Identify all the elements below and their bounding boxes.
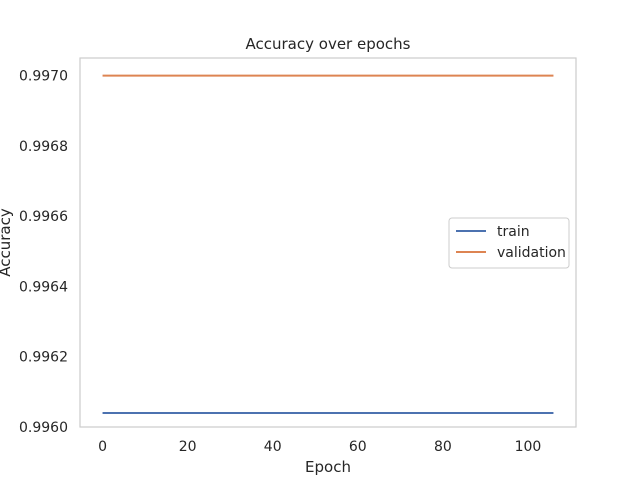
y-axis-label: Accuracy <box>0 208 14 277</box>
y-tick-label: 0.9968 <box>19 139 68 155</box>
x-axis-ticks: 0 20 40 60 80 100 <box>98 439 541 455</box>
x-axis-label: Epoch <box>305 458 351 476</box>
x-tick-label: 100 <box>515 439 542 455</box>
y-tick-label: 0.9962 <box>19 350 68 366</box>
y-tick-label: 0.9966 <box>19 209 68 225</box>
y-tick-label: 0.9960 <box>19 420 68 436</box>
legend-label-train: train <box>497 224 530 240</box>
x-tick-label: 40 <box>264 439 282 455</box>
series-layer <box>102 74 554 414</box>
x-tick-label: 0 <box>98 439 107 455</box>
legend-label-validation: validation <box>497 245 566 261</box>
y-tick-label: 0.9970 <box>19 69 68 85</box>
x-tick-label: 20 <box>179 439 197 455</box>
chart-title: Accuracy over epochs <box>246 35 411 53</box>
x-tick-label: 60 <box>349 439 367 455</box>
legend: train validation <box>448 217 570 269</box>
x-tick-label: 80 <box>434 439 452 455</box>
y-axis-ticks: 0.9960 0.9962 0.9964 0.9966 0.9968 0.9970 <box>19 69 68 436</box>
y-tick-label: 0.9964 <box>19 279 68 295</box>
plot-area-frame <box>79 57 577 428</box>
